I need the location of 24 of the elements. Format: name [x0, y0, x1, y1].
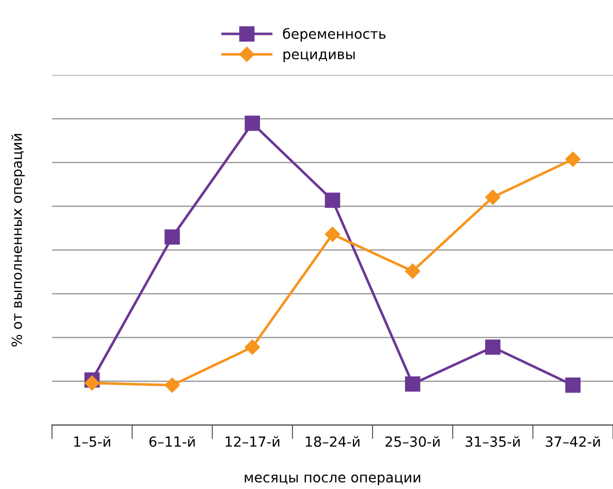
point: [565, 152, 580, 167]
x-tick-label: 6–11-й: [149, 436, 195, 447]
point: [565, 378, 581, 393]
point: [405, 376, 420, 392]
point: [164, 229, 180, 245]
point: [324, 226, 340, 242]
point: [324, 192, 340, 208]
point: [84, 375, 100, 391]
x-tick-label: 37–42-й: [546, 436, 600, 447]
point: [405, 264, 420, 279]
x-tick-label: 12–17-й: [226, 436, 280, 447]
point: [485, 340, 500, 355]
x-tick-label: 18–24-й: [306, 436, 360, 447]
point: [244, 116, 260, 131]
point: [244, 340, 260, 355]
x-tick-label: 31–35-й: [466, 436, 520, 447]
y-axis-title: % от выполненных операций: [11, 134, 25, 347]
legend-label: рецидивы: [284, 51, 355, 62]
point: [164, 378, 180, 393]
x-tick-label: 25–30-й: [385, 436, 440, 447]
point: [485, 190, 500, 205]
x-tick-label: 1–5-й: [74, 436, 110, 447]
x-axis-title: месяцы после операции: [244, 474, 420, 486]
legend-label: беременность: [283, 28, 386, 42]
